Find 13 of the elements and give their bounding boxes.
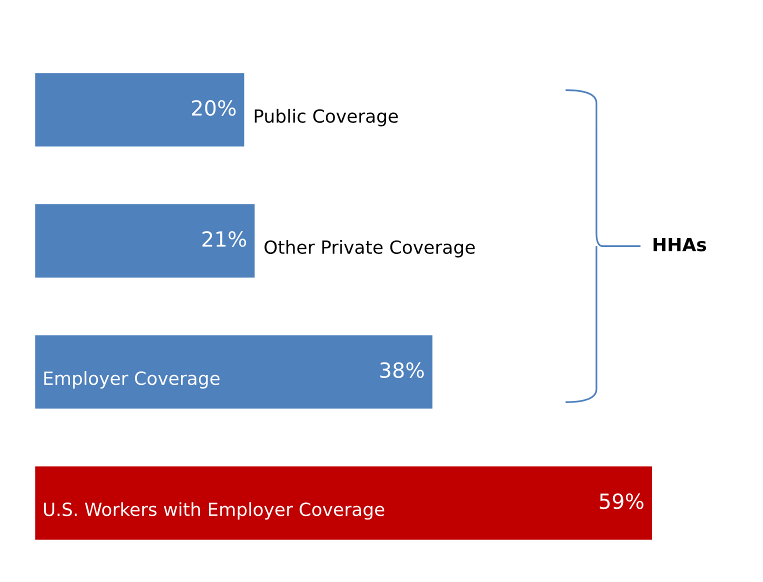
bar <box>35 335 432 409</box>
data-label: 20% <box>192 100 236 116</box>
bar <box>35 204 255 278</box>
y-tick-label: U.S. Workers with Employer Coverage <box>44 502 384 520</box>
y-tick-label: Employer Coverage <box>44 371 220 389</box>
bar <box>35 73 244 146</box>
data-label: 38% <box>380 362 424 378</box>
data-label: 21% <box>202 231 246 247</box>
y-tick-label: Other Private Coverage <box>264 240 475 258</box>
data-label: 59% <box>600 493 644 510</box>
text: HHAs <box>654 238 706 252</box>
bar <box>35 466 652 540</box>
y-tick-label: Public Coverage <box>254 108 398 126</box>
